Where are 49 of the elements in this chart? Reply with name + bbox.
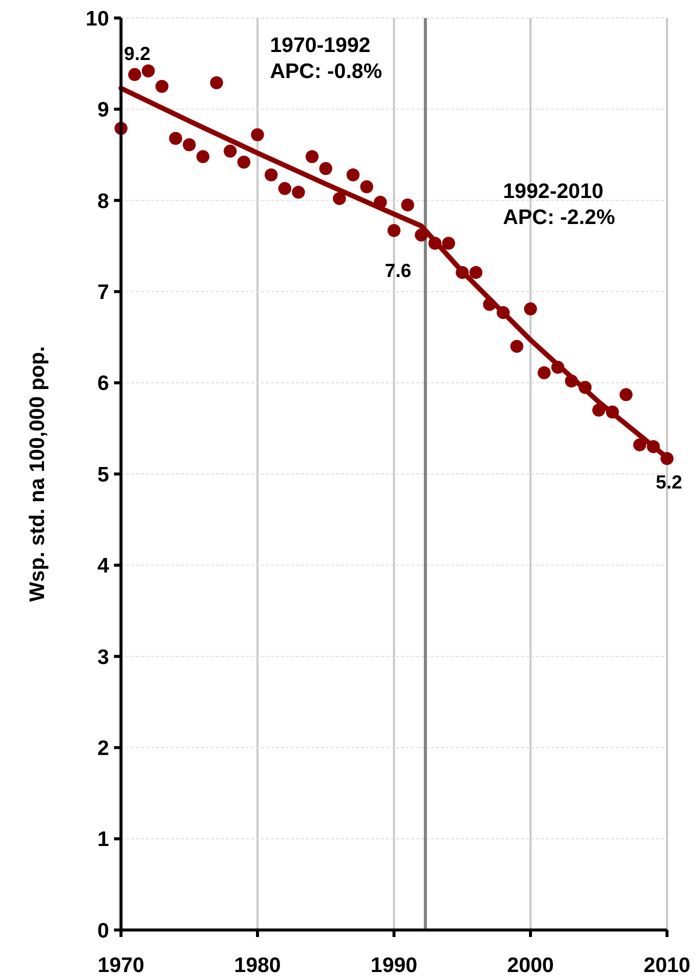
annotation: 1970-1992 APC: -0.8% — [270, 34, 382, 83]
point — [128, 68, 142, 82]
point — [633, 438, 646, 452]
y-tick-label: 8 — [97, 190, 110, 213]
point — [442, 236, 456, 250]
point — [237, 156, 250, 169]
y-tick-label: 3 — [97, 646, 109, 669]
annotation: 5.2 — [656, 472, 682, 494]
y-tick-label: 1 — [97, 828, 110, 852]
point — [251, 128, 264, 142]
point — [346, 168, 360, 182]
annotation: 7.6 — [384, 261, 412, 282]
point — [388, 224, 400, 237]
point — [155, 80, 168, 93]
annotation: 1992-2010 APC: -2.2% — [503, 180, 616, 229]
point — [196, 150, 210, 164]
y-tick-label: 6 — [97, 372, 109, 396]
point — [306, 150, 319, 164]
point — [360, 180, 374, 194]
y-tick-label: 9 — [97, 98, 109, 122]
y-axis-title: Wsp. std. na 100,000 pop. — [26, 346, 49, 602]
point — [169, 132, 182, 145]
point — [401, 198, 414, 212]
x-tick-label: 1980 — [234, 954, 281, 977]
point — [142, 64, 155, 78]
y-tick-label: 4 — [97, 554, 110, 578]
x-tick-label: 2000 — [507, 954, 554, 977]
point — [524, 302, 537, 316]
point — [224, 144, 237, 158]
point — [538, 366, 551, 380]
y-tick-label: 5 — [97, 463, 110, 486]
y-tick-label: 2 — [97, 736, 109, 760]
point — [278, 182, 292, 196]
point — [620, 388, 633, 402]
point — [510, 340, 524, 353]
point — [292, 186, 305, 199]
x-tick-label: 1970 — [98, 954, 144, 977]
point — [469, 266, 482, 279]
point — [319, 162, 332, 175]
point — [182, 138, 196, 152]
point — [264, 168, 278, 182]
y-tick-label: 10 — [86, 7, 109, 30]
y-tick-label: 0 — [97, 919, 109, 942]
point — [210, 76, 224, 90]
y-tick-label: 7 — [97, 280, 109, 304]
annotation: 9.2 — [124, 44, 150, 66]
x-tick-label: 2010 — [644, 954, 690, 977]
x-tick-label: 1990 — [370, 954, 418, 977]
point — [332, 192, 346, 206]
